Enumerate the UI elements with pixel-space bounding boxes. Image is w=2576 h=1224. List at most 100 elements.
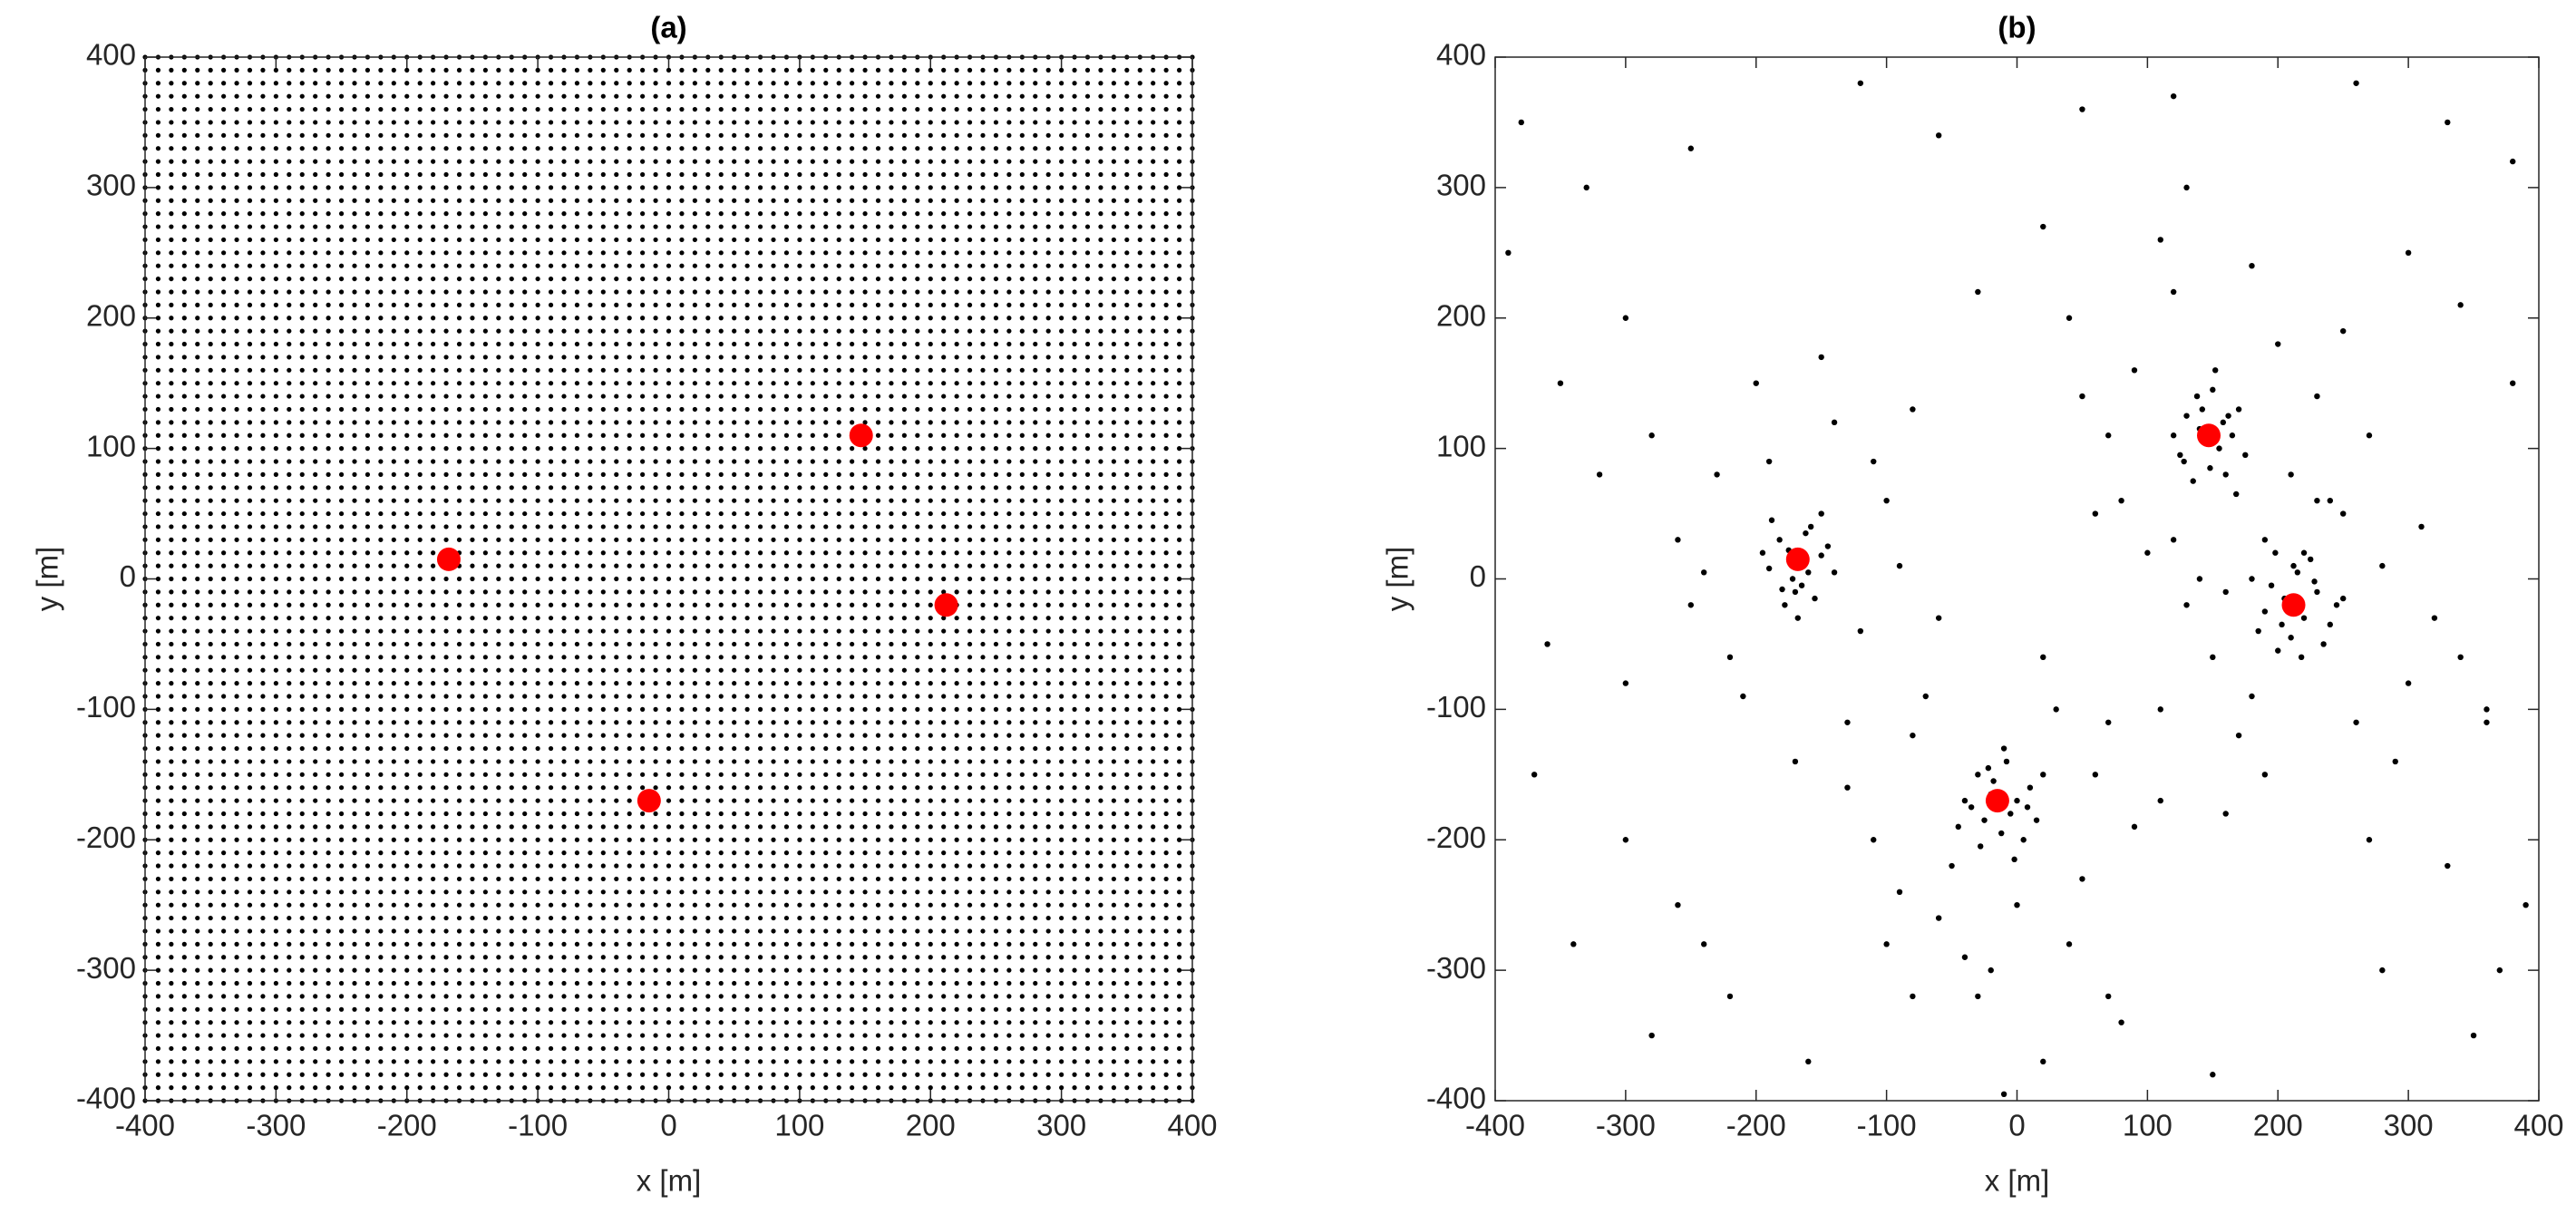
grid-point bbox=[378, 837, 384, 842]
grid-point bbox=[889, 994, 894, 999]
grid-point bbox=[169, 967, 174, 973]
grid-point bbox=[941, 720, 947, 725]
grid-point bbox=[850, 1006, 855, 1012]
grid-point bbox=[273, 432, 278, 438]
grid-point bbox=[732, 876, 737, 882]
grid-point bbox=[404, 980, 410, 986]
grid-point bbox=[744, 1072, 750, 1077]
grid-point bbox=[208, 224, 213, 229]
grid-point bbox=[614, 471, 619, 478]
grid-point bbox=[287, 994, 292, 999]
grid-point bbox=[875, 510, 881, 517]
grid-point bbox=[391, 367, 396, 373]
grid-point bbox=[588, 93, 593, 99]
grid-point bbox=[653, 563, 658, 568]
grid-point bbox=[823, 237, 829, 243]
grid-point bbox=[757, 745, 763, 752]
grid-point bbox=[928, 185, 933, 190]
grid-point bbox=[836, 328, 841, 334]
grid-point bbox=[875, 824, 881, 830]
grid-point bbox=[732, 745, 737, 752]
grid-point bbox=[299, 381, 305, 386]
grid-point bbox=[338, 602, 345, 607]
grid-point bbox=[574, 824, 580, 830]
grid-point bbox=[744, 1033, 750, 1038]
grid-point bbox=[640, 589, 646, 595]
grid-point bbox=[482, 393, 488, 399]
grid-point bbox=[797, 563, 802, 568]
grid-point bbox=[482, 432, 488, 438]
grid-point bbox=[456, 837, 462, 842]
grid-point bbox=[287, 706, 292, 712]
grid-point bbox=[640, 302, 646, 307]
grid-point bbox=[862, 589, 868, 595]
grid-point bbox=[234, 237, 239, 243]
grid-point bbox=[548, 563, 554, 568]
grid-point bbox=[287, 1045, 292, 1052]
grid-point bbox=[155, 120, 161, 125]
grid-point bbox=[744, 211, 750, 217]
grid-point bbox=[431, 706, 436, 712]
grid-point bbox=[326, 1020, 331, 1025]
grid-point bbox=[247, 459, 253, 464]
grid-point bbox=[234, 1085, 239, 1091]
grid-point bbox=[313, 393, 318, 399]
grid-point bbox=[208, 628, 213, 634]
grid-point bbox=[496, 93, 501, 99]
grid-point bbox=[797, 185, 802, 190]
grid-point bbox=[273, 159, 278, 164]
grid-point bbox=[836, 537, 841, 542]
grid-point bbox=[771, 876, 776, 882]
grid-point bbox=[482, 798, 488, 803]
grid-point bbox=[810, 1085, 815, 1091]
grid-point bbox=[901, 93, 907, 99]
grid-point bbox=[287, 824, 292, 830]
grid-point bbox=[496, 733, 501, 738]
grid-point bbox=[522, 876, 528, 882]
grid-point bbox=[561, 132, 567, 138]
grid-point bbox=[443, 250, 449, 256]
grid-point bbox=[901, 759, 907, 764]
grid-point bbox=[313, 798, 318, 803]
grid-point bbox=[378, 941, 384, 947]
grid-point bbox=[679, 563, 685, 568]
grid-point bbox=[653, 276, 658, 282]
grid-point bbox=[208, 1006, 213, 1012]
grid-point bbox=[273, 120, 278, 125]
grid-point bbox=[574, 811, 580, 817]
grid-point bbox=[771, 171, 776, 178]
grid-point bbox=[732, 1020, 737, 1025]
grid-point bbox=[928, 106, 933, 112]
grid-point bbox=[273, 67, 278, 73]
grid-point bbox=[417, 576, 423, 582]
grid-point bbox=[600, 81, 606, 86]
grid-point bbox=[757, 955, 763, 960]
grid-point bbox=[404, 759, 410, 764]
grid-point bbox=[247, 602, 253, 607]
grid-point bbox=[850, 681, 855, 686]
grid-point bbox=[535, 876, 540, 882]
grid-point bbox=[195, 171, 200, 178]
grid-point bbox=[299, 602, 305, 607]
grid-point bbox=[470, 276, 475, 282]
grid-point bbox=[783, 915, 790, 921]
grid-point bbox=[221, 211, 227, 217]
grid-point bbox=[365, 928, 371, 934]
grid-point bbox=[195, 837, 200, 842]
grid-point bbox=[509, 550, 514, 556]
grid-point bbox=[548, 471, 554, 478]
grid-point bbox=[928, 1085, 933, 1091]
grid-point bbox=[260, 406, 266, 413]
grid-point bbox=[260, 850, 266, 856]
grid-point bbox=[653, 381, 658, 386]
grid-point bbox=[823, 616, 829, 621]
grid-point bbox=[744, 224, 750, 229]
grid-point bbox=[718, 550, 724, 556]
grid-point bbox=[365, 446, 371, 452]
grid-point bbox=[287, 524, 292, 529]
grid-point bbox=[287, 250, 292, 256]
grid-point bbox=[862, 563, 868, 568]
grid-point bbox=[365, 485, 371, 491]
grid-point bbox=[195, 120, 200, 125]
grid-point bbox=[273, 798, 278, 803]
